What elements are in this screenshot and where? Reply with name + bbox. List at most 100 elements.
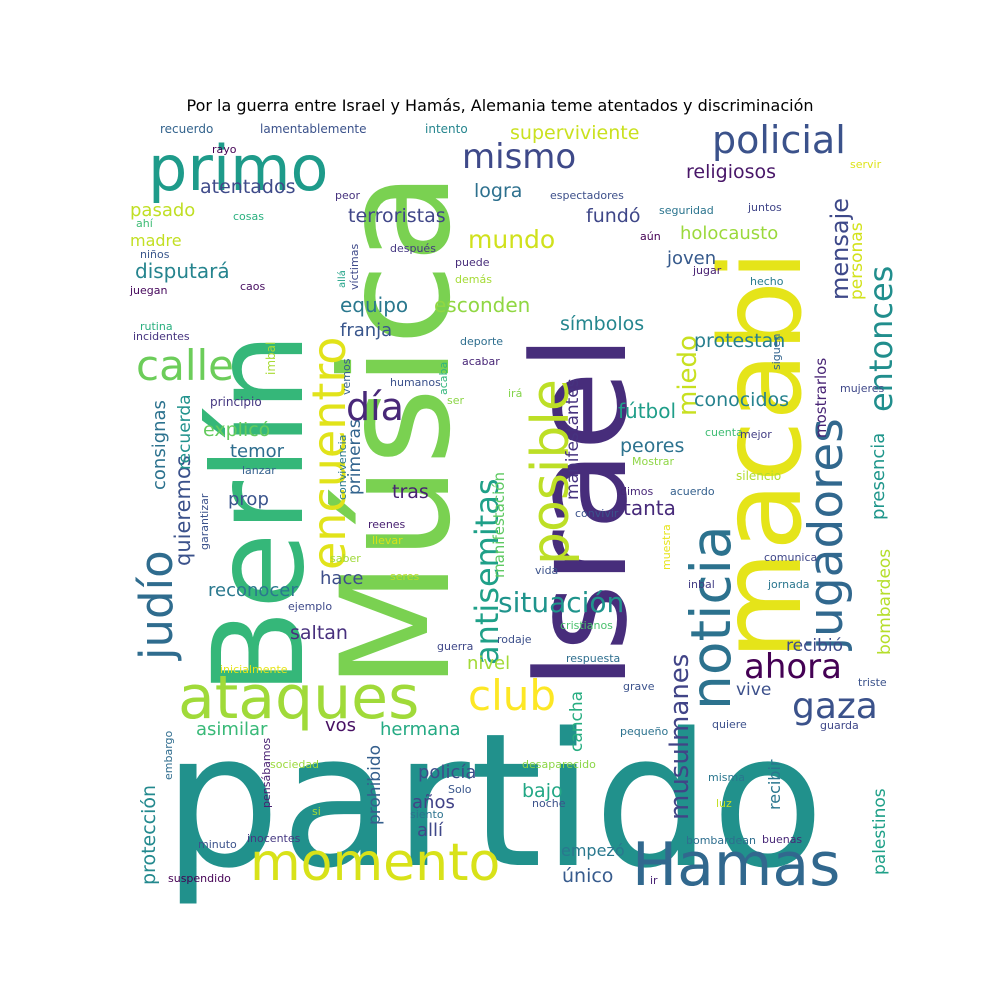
cloud-word: mostrarlos — [812, 358, 830, 438]
cloud-word: nivel — [467, 653, 510, 674]
cloud-word: suspendido — [168, 872, 231, 885]
cloud-word: siento — [410, 808, 444, 821]
cloud-word: rodaje — [497, 633, 532, 646]
cloud-word: madre — [130, 231, 182, 250]
cloud-word: hecho — [750, 275, 784, 288]
cloud-word: fútbol — [618, 399, 676, 423]
cloud-word: esconden — [434, 293, 530, 317]
cloud-word: siguen — [770, 333, 783, 370]
cloud-word: Berlín — [187, 332, 332, 695]
cloud-word: mensaje — [826, 198, 854, 300]
cloud-word: club — [468, 671, 556, 720]
cloud-word: disputará — [135, 259, 230, 283]
cloud-word: ahí — [136, 217, 154, 230]
cloud-word: musulmanes — [665, 654, 695, 820]
cloud-word: explicó — [203, 419, 270, 441]
cloud-word: mismo — [462, 137, 576, 177]
cloud-word: tanta — [623, 496, 676, 520]
cloud-word: bajo — [522, 780, 563, 802]
cloud-word: partido — [163, 693, 824, 909]
cloud-word: puede — [455, 256, 490, 269]
cloud-word: peor — [335, 189, 360, 202]
cloud-word: entonces — [862, 266, 900, 412]
cloud-word: consignas — [149, 400, 170, 490]
cloud-word: vos — [325, 715, 356, 736]
cloud-word: muestra — [660, 524, 673, 570]
cloud-word: cosas — [233, 210, 264, 223]
cloud-word: demás — [455, 273, 492, 286]
cloud-word: manifestación — [490, 472, 508, 578]
cloud-word: inicialmente — [220, 663, 288, 676]
cloud-word: niños — [140, 248, 170, 261]
cloud-word: grave — [623, 680, 655, 693]
cloud-word: mujeres — [840, 382, 885, 395]
cloud-word: policía — [418, 762, 476, 783]
cloud-word: vemos — [340, 358, 353, 395]
cloud-word: cuenta — [705, 426, 743, 439]
cloud-word: seres — [390, 570, 420, 583]
cloud-word: seguridad — [659, 204, 714, 217]
cloud-word: ataques — [178, 663, 419, 733]
cloud-word: juegan — [129, 284, 168, 297]
cloud-word: triste — [858, 676, 887, 689]
cloud-word: minuto — [198, 838, 237, 851]
cloud-word: recuerdo — [160, 122, 213, 136]
cloud-word: convivencia — [336, 435, 349, 500]
cloud-word: terroristas — [348, 205, 446, 227]
cloud-word: convivir — [575, 507, 619, 520]
cloud-word: inbal — [688, 578, 715, 591]
cloud-word: después — [390, 242, 436, 255]
cloud-word: reconocer — [208, 580, 298, 601]
cloud-word: desaparecido — [522, 758, 596, 771]
cloud-word: rayo — [212, 143, 237, 156]
cloud-word: garantizar — [198, 493, 211, 550]
cloud-word: palestinos — [870, 788, 890, 875]
cloud-word: quiere — [712, 718, 747, 731]
cloud-word: juntos — [747, 201, 782, 214]
cloud-word: si — [312, 805, 321, 818]
cloud-word: vida — [535, 564, 558, 577]
cloud-word: cancha — [567, 691, 587, 752]
cloud-word: bombardeos — [875, 549, 895, 655]
cloud-word: saltan — [290, 622, 348, 644]
cloud-word: ir — [650, 874, 658, 887]
cloud-word: prop — [228, 489, 269, 510]
cloud-word: cristianos — [560, 619, 613, 632]
cloud-word: momento — [250, 833, 500, 893]
cloud-word: comunica — [764, 551, 817, 564]
cloud-word: allí — [417, 820, 444, 841]
cloud-word: franja — [340, 320, 392, 341]
cloud-word: Solo — [448, 783, 472, 796]
cloud-word: misma — [708, 771, 745, 784]
cloud-word: protección — [138, 785, 160, 885]
cloud-word: manifestantes — [563, 378, 583, 500]
cloud-word: joven — [666, 248, 716, 269]
cloud-word: ejemplo — [288, 600, 332, 613]
cloud-word: posible — [521, 379, 581, 565]
cloud-word: inocentes — [247, 832, 301, 845]
cloud-word: miedo — [673, 335, 703, 416]
cloud-word: tras — [392, 481, 429, 503]
cloud-word: guarda — [820, 719, 859, 732]
cloud-word: temor — [230, 441, 285, 462]
cloud-word: policial — [712, 118, 846, 162]
cloud-word: lanzar — [242, 464, 276, 477]
cloud-word: deporte — [460, 335, 503, 348]
figure-title: Por la guerra entre Israel y Hamás, Alem… — [186, 96, 814, 115]
cloud-word: prohibido — [365, 745, 385, 825]
cloud-word: irá — [508, 387, 522, 400]
cloud-word: recibir — [765, 759, 784, 810]
cloud-word: calle — [136, 341, 234, 390]
cloud-word: jornada — [767, 578, 810, 591]
cloud-word: hace — [320, 568, 363, 589]
cloud-word: primeras — [345, 419, 365, 495]
cloud-word: mejor — [740, 428, 772, 441]
cloud-word: servir — [850, 158, 882, 171]
cloud-word: antisemitas — [468, 478, 506, 665]
cloud-word: fundó — [586, 205, 640, 227]
cloud-word: caos — [240, 280, 266, 293]
cloud-word: conocidos — [694, 389, 789, 411]
cloud-word: respuesta — [566, 652, 620, 665]
cloud-word: símbolos — [560, 313, 644, 335]
